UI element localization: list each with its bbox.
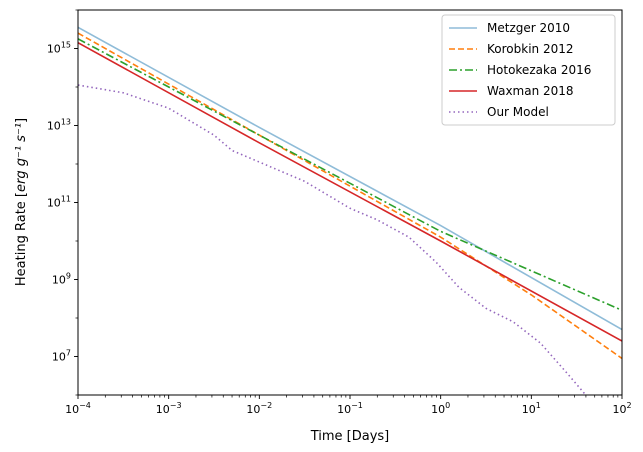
x-tick-label: 10−1 [337, 401, 363, 416]
x-axis: 10−4 10−3 10−2 10−1 100 101 102 [65, 395, 632, 416]
legend: Metzger 2010 Korobkin 2012 Hotokezaka 2016… [441, 14, 616, 126]
x-tick-label-base: 10 [337, 403, 351, 416]
series-line-3 [78, 42, 622, 342]
y-axis-label-prefix: Heating Rate [ [14, 192, 29, 286]
x-axis-label: Time [Days] [310, 429, 390, 444]
y-tick-label-base: 10 [52, 274, 66, 287]
x-tick-label-base: 10 [246, 403, 260, 416]
y-tick-label-base: 10 [52, 351, 66, 364]
y-tick-label-base: 10 [47, 197, 61, 210]
series-line-2 [78, 38, 622, 312]
y-tick-label-base: 10 [47, 120, 61, 133]
x-tick-label-exp: −1 [351, 401, 363, 410]
y-tick-label-exp: 7 [66, 349, 71, 358]
y-tick-label-exp: 15 [61, 41, 71, 50]
x-tick-label-base: 10 [612, 403, 626, 416]
y-tick-label: 107 [52, 349, 71, 364]
y-tick-label: 109 [52, 272, 71, 287]
series-line-4 [78, 84, 587, 395]
x-tick-label: 100 [431, 401, 450, 416]
series-line-0 [78, 26, 622, 331]
y-tick-label: 1013 [47, 118, 71, 133]
y-tick-label-base: 10 [47, 43, 61, 56]
x-tick-label-exp: 0 [445, 401, 450, 410]
x-tick-label: 10−4 [65, 401, 91, 416]
x-tick-label-base: 10 [156, 403, 170, 416]
y-axis-label: Heating Rate [erg g⁻¹ s⁻¹] [14, 118, 29, 286]
x-tick-label: 102 [612, 401, 631, 416]
series-layer [78, 26, 622, 395]
y-tick-label: 1011 [47, 195, 71, 210]
legend-label-2: Hotokezaka 2016 [487, 63, 591, 77]
plot-area [77, 9, 623, 396]
legend-label-3: Waxman 2018 [487, 84, 574, 98]
legend-items: Metzger 2010 Korobkin 2012 Hotokezaka 2016… [449, 21, 591, 119]
x-tick-label-base: 10 [431, 403, 445, 416]
y-axis-label-math: erg g⁻¹ s⁻¹ [14, 123, 29, 192]
legend-box [441, 14, 616, 126]
legend-label-0: Metzger 2010 [487, 21, 570, 35]
x-tick-label: 101 [522, 401, 541, 416]
x-tick-label-exp: 1 [536, 401, 541, 410]
y-tick-label-exp: 9 [66, 272, 71, 281]
x-tick-label-exp: −4 [79, 401, 91, 410]
x-tick-label-base: 10 [65, 403, 79, 416]
x-tick-label-exp: −2 [260, 401, 272, 410]
y-tick-label-exp: 11 [61, 195, 71, 204]
y-tick-label-exp: 13 [61, 118, 71, 127]
x-tick-label: 10−2 [246, 401, 272, 416]
legend-label-4: Our Model [487, 105, 549, 119]
y-tick-label: 1015 [47, 41, 71, 56]
series-line-1 [78, 32, 622, 360]
x-tick-label-base: 10 [522, 403, 536, 416]
y-axis-label-suffix: ] [14, 118, 29, 123]
x-tick-label: 10−3 [156, 401, 182, 416]
x-tick-label-exp: 2 [626, 401, 631, 410]
x-tick-label-exp: −3 [170, 401, 182, 410]
legend-label-1: Korobkin 2012 [487, 42, 573, 56]
